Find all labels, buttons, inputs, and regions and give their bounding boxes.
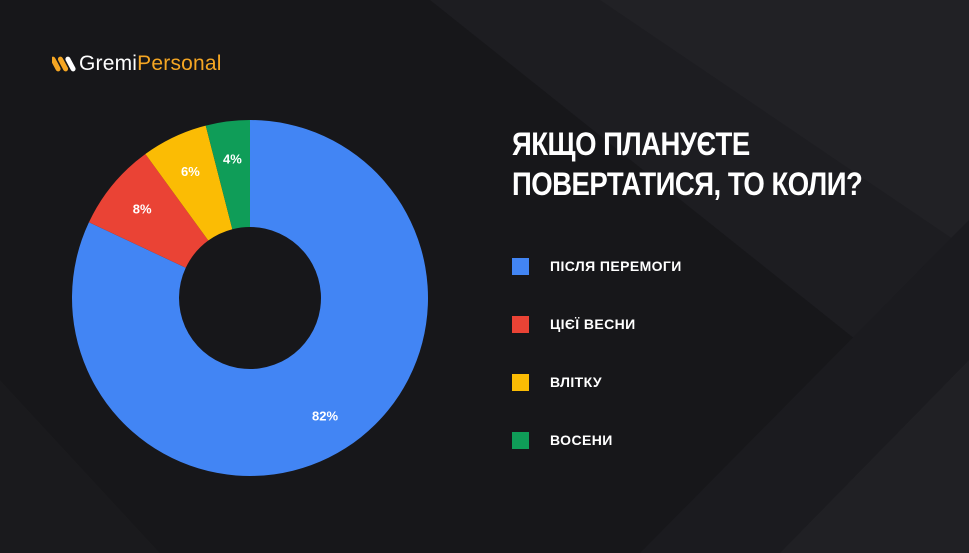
legend-item: ВЛІТКУ bbox=[512, 372, 682, 392]
slice-value-label: 82% bbox=[312, 409, 338, 424]
legend-swatch bbox=[512, 315, 529, 333]
brand-name: GremiPersonal bbox=[79, 53, 222, 74]
slice-value-label: 6% bbox=[181, 164, 200, 179]
legend-swatch bbox=[512, 373, 529, 391]
legend-item: ПІСЛЯ ПЕРЕМОГИ bbox=[512, 256, 682, 276]
brand-logo: GremiPersonal bbox=[52, 50, 222, 76]
brand-name-part1: Gremi bbox=[79, 51, 138, 75]
legend-item: ВОСЕНИ bbox=[512, 430, 682, 450]
slice-value-label: 4% bbox=[223, 152, 242, 167]
pie-slice bbox=[205, 120, 250, 230]
pie-slice bbox=[71, 120, 428, 476]
chart-title-line-2: ПОВЕРТАТИСЯ, ТО КОЛИ? bbox=[512, 166, 863, 202]
legend-label: ВЛІТКУ bbox=[550, 374, 603, 390]
pie-slice bbox=[145, 125, 233, 241]
legend-label: ПІСЛЯ ПЕРЕМОГИ bbox=[550, 258, 682, 274]
chart-title: ЯКЩО ПЛАНУЄТЕ ПОВЕРТАТИСЯ, ТО КОЛИ? bbox=[512, 124, 863, 204]
chart-legend: ПІСЛЯ ПЕРЕМОГИ ЦІЄЇ ВЕСНИ ВЛІТКУ ВОСЕНИ bbox=[512, 256, 682, 488]
donut-chart: 82% 8% 6% 4% bbox=[71, 120, 428, 476]
chart-title-line-1: ЯКЩО ПЛАНУЄТЕ bbox=[512, 126, 750, 162]
gremi-logo-icon bbox=[52, 56, 76, 72]
legend-item: ЦІЄЇ ВЕСНИ bbox=[512, 314, 682, 334]
pie-slice bbox=[88, 153, 209, 268]
legend-label: ЦІЄЇ ВЕСНИ bbox=[550, 316, 636, 332]
legend-swatch bbox=[512, 257, 529, 275]
brand-name-part2: Personal bbox=[137, 51, 222, 75]
legend-swatch bbox=[512, 431, 529, 449]
slice-value-label: 8% bbox=[133, 201, 152, 216]
legend-label: ВОСЕНИ bbox=[550, 432, 613, 448]
